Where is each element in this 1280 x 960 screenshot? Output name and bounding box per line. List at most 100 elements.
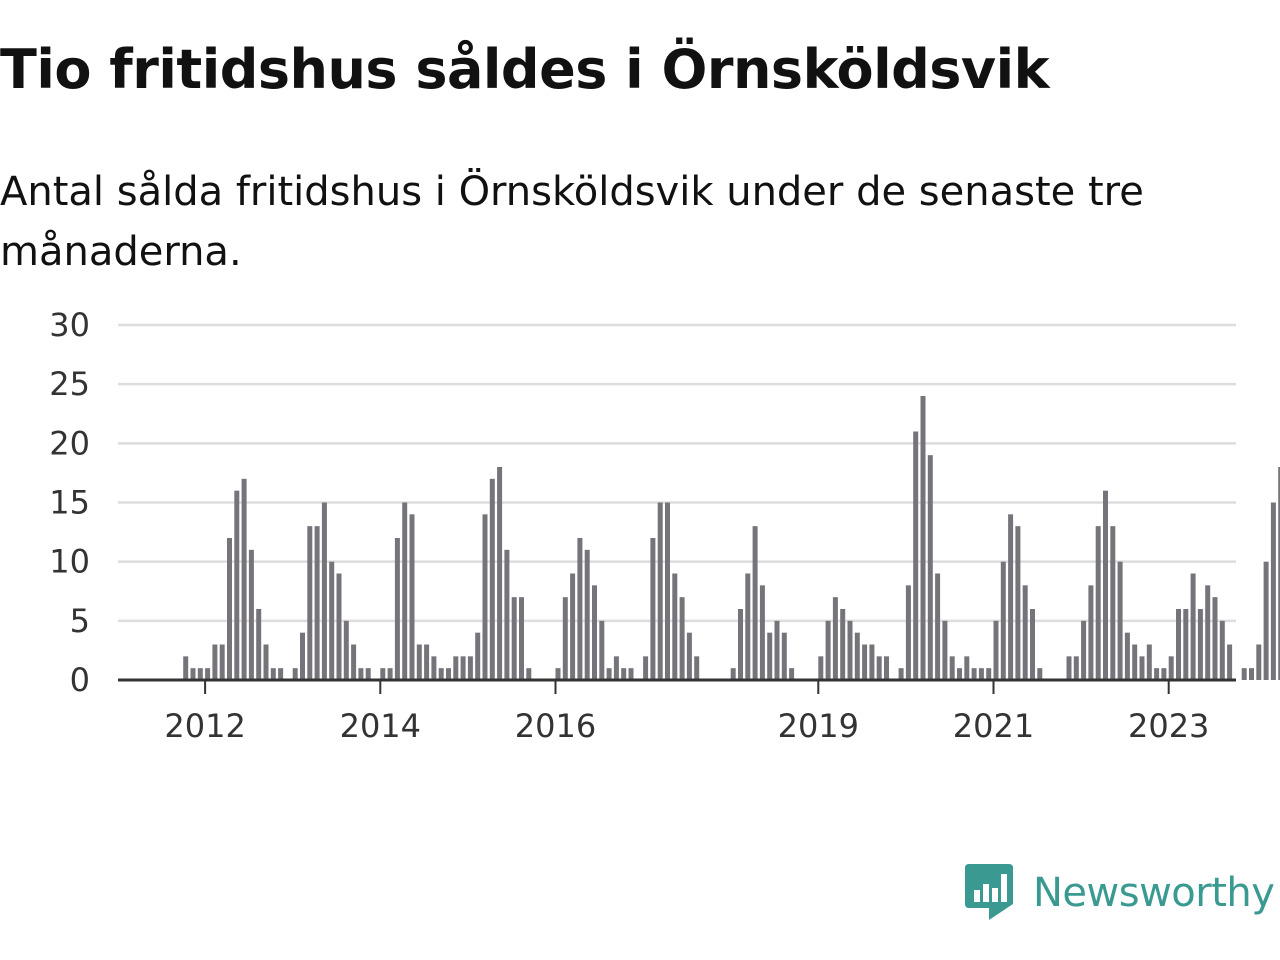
bar xyxy=(927,455,933,680)
bar xyxy=(446,668,451,680)
x-tick-label: 2019 xyxy=(778,707,859,745)
bar xyxy=(497,467,503,680)
bar xyxy=(183,656,189,680)
newsworthy-logo: Newsworthy xyxy=(963,862,1275,924)
bar xyxy=(227,538,232,680)
bar xyxy=(307,526,313,680)
y-axis-labels: 0 5 10 15 20 25 30 xyxy=(49,306,90,699)
bar xyxy=(1073,656,1079,680)
bar xyxy=(197,668,203,680)
bar xyxy=(686,632,692,680)
bar xyxy=(343,620,349,680)
bar xyxy=(774,620,780,680)
bar xyxy=(818,656,824,680)
bar xyxy=(300,632,305,680)
bar xyxy=(526,668,532,680)
x-tick-label: 2021 xyxy=(953,707,1034,745)
bar xyxy=(964,656,970,680)
bar xyxy=(1117,561,1123,680)
bar xyxy=(562,597,568,680)
bar xyxy=(475,632,481,680)
bar xyxy=(621,668,627,680)
bar xyxy=(1154,668,1160,680)
bar xyxy=(599,620,605,680)
bar xyxy=(1168,656,1174,680)
x-axis-ticks: 2012201420162019202120232025 xyxy=(164,680,1209,745)
bar xyxy=(759,585,765,680)
bar xyxy=(613,656,619,680)
bars xyxy=(183,396,1280,680)
bar xyxy=(1197,609,1203,680)
bar xyxy=(832,597,838,680)
bar xyxy=(884,656,889,680)
bar-chart: 0 5 10 15 20 25 30 2012 2014 2016 2019 2021 2023 20 2… xyxy=(49,306,1280,745)
bar xyxy=(460,656,466,680)
brand-name: Newsworthy xyxy=(1033,870,1275,916)
bar xyxy=(1008,514,1014,680)
bar xyxy=(256,609,262,680)
bar xyxy=(278,668,284,680)
bar xyxy=(942,620,948,680)
bar xyxy=(745,573,751,680)
bar xyxy=(365,668,371,680)
bar xyxy=(898,668,904,680)
bar xyxy=(292,668,298,680)
bar xyxy=(387,668,393,680)
y-tick-label: 30 xyxy=(49,306,90,344)
bar xyxy=(438,668,444,680)
bar xyxy=(1263,561,1269,680)
bar xyxy=(1081,620,1087,680)
bar xyxy=(1000,561,1006,680)
bar xyxy=(767,632,773,680)
bar xyxy=(482,514,488,680)
bar xyxy=(1205,585,1211,680)
x-tick-label: 2012 xyxy=(164,707,245,745)
x-tick-label: 2014 xyxy=(340,707,421,745)
bar xyxy=(840,609,846,680)
bar xyxy=(1139,656,1145,680)
bar xyxy=(1183,609,1189,680)
bar xyxy=(781,632,787,680)
y-tick-label: 0 xyxy=(70,661,90,699)
chart-subtitle: Antal sålda fritidshus i Örnsköldsvik un… xyxy=(0,169,1144,275)
bar xyxy=(219,644,225,680)
bar xyxy=(752,526,758,680)
bar xyxy=(1212,597,1218,680)
bar xyxy=(935,573,941,680)
gridlines xyxy=(118,323,1236,623)
bar xyxy=(248,549,254,680)
bar xyxy=(1219,620,1225,680)
bar xyxy=(971,668,977,680)
bar xyxy=(1124,632,1130,680)
y-tick-label: 20 xyxy=(49,424,90,462)
x-tick-label: 2016 xyxy=(515,707,596,745)
bar xyxy=(869,644,875,680)
y-tick-label: 25 xyxy=(49,365,90,403)
bar xyxy=(329,561,335,680)
bar xyxy=(650,538,656,680)
bar xyxy=(489,478,495,680)
bar xyxy=(1278,467,1280,680)
bar xyxy=(628,668,634,680)
bar xyxy=(825,620,831,680)
bar xyxy=(467,656,473,680)
bar xyxy=(577,538,583,680)
bar xyxy=(730,668,736,680)
bar xyxy=(949,656,955,680)
bar xyxy=(1022,585,1028,680)
bar xyxy=(270,668,276,680)
bar xyxy=(1095,526,1101,680)
bar xyxy=(431,656,437,680)
bar xyxy=(1256,644,1262,680)
bar xyxy=(234,490,240,680)
bar xyxy=(1132,644,1138,680)
bar xyxy=(679,597,685,680)
bar xyxy=(905,585,911,680)
bar xyxy=(263,644,269,680)
bar xyxy=(453,656,459,680)
bar xyxy=(657,502,663,680)
bar xyxy=(862,644,868,680)
bar xyxy=(205,668,211,680)
bar xyxy=(993,620,999,680)
bar xyxy=(416,644,422,680)
